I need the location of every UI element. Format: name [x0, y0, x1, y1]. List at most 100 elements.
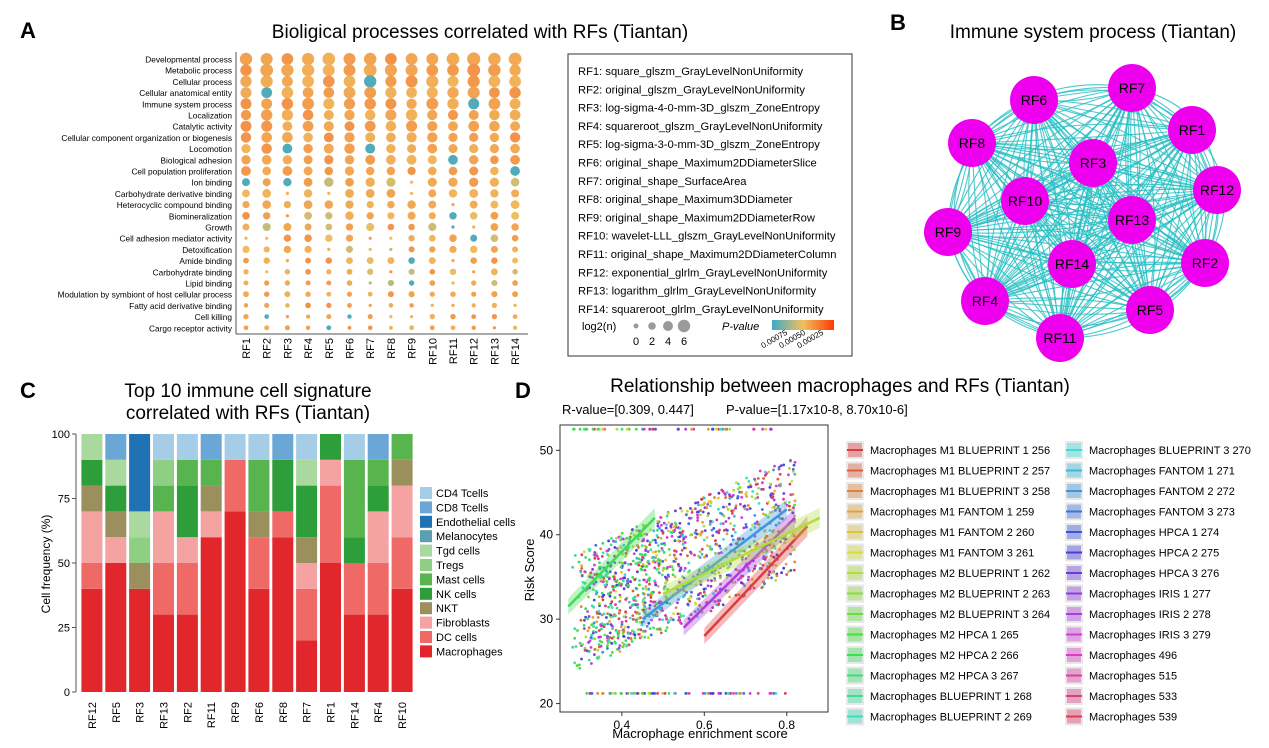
- dot-mark: [389, 270, 393, 274]
- scatter-point: [641, 629, 645, 633]
- dot-mark: [408, 268, 415, 275]
- scatter-point: [641, 600, 645, 604]
- scatter-point: [657, 567, 660, 571]
- dot-mark: [281, 98, 294, 110]
- scatter-point: [600, 574, 603, 578]
- scatter-point: [583, 618, 586, 622]
- scatter-point: [761, 481, 764, 485]
- dot-mark: [408, 291, 415, 298]
- scatter-point: [785, 573, 789, 576]
- scatter-point: [727, 692, 730, 695]
- dot-mark: [284, 291, 291, 298]
- scatter-point: [610, 642, 614, 645]
- bar-segment: [200, 485, 222, 512]
- legend-label: Macrophages FANTOM 3 273: [1089, 507, 1235, 519]
- scatter-point: [677, 598, 680, 601]
- dot-mark: [410, 180, 414, 184]
- scatter-point: [703, 692, 707, 695]
- dot-mark: [510, 177, 520, 187]
- dot-mark: [325, 257, 332, 264]
- scatter-point: [573, 636, 577, 640]
- scatter-point: [601, 580, 605, 584]
- scatter-point: [641, 598, 645, 602]
- scatter-point: [701, 594, 705, 598]
- scatter-point: [655, 554, 658, 557]
- scatter-point: [763, 540, 767, 544]
- scatter-point: [728, 497, 732, 500]
- scatter-point: [705, 506, 709, 510]
- scatter-point: [753, 567, 756, 570]
- scatter-point: [705, 536, 709, 539]
- scatter-point: [661, 548, 664, 552]
- column-label: RF8: [386, 338, 398, 359]
- scatter-point: [788, 482, 792, 486]
- scatter-point: [772, 468, 775, 472]
- x-tick-label: 0.8: [778, 718, 795, 732]
- row-label: Cellular anatomical entity: [139, 88, 233, 98]
- dot-mark: [303, 177, 313, 187]
- row-label: Fatty acid derivative binding: [129, 301, 232, 311]
- scatter-point: [628, 616, 632, 620]
- scatter-point: [586, 629, 590, 633]
- scatter-point: [636, 570, 639, 574]
- scatter-point: [636, 617, 640, 620]
- scatter-point: [753, 526, 757, 529]
- scatter-point: [663, 692, 667, 695]
- scatter-point: [747, 485, 750, 489]
- bar-segment: [343, 537, 365, 563]
- scatter-point: [671, 573, 675, 577]
- bar-segment: [200, 511, 222, 538]
- scatter-point: [615, 547, 619, 550]
- row-label: Ion binding: [191, 178, 232, 188]
- scatter-point: [648, 427, 652, 431]
- scatter-point: [717, 602, 721, 606]
- scatter-point: [647, 562, 651, 566]
- scatter-point: [635, 611, 639, 615]
- scatter-point: [648, 607, 651, 610]
- scatter-point: [756, 477, 760, 480]
- network-node: [1181, 239, 1229, 287]
- column-label: RF9: [407, 338, 419, 359]
- dot-mark: [509, 109, 521, 121]
- row-label: Metabolic process: [165, 66, 232, 76]
- dot-mark: [346, 291, 353, 297]
- dot-mark: [305, 291, 311, 297]
- scatter-point: [642, 620, 645, 624]
- scatter-point: [661, 618, 664, 622]
- dot-mark: [302, 75, 314, 88]
- dot-mark: [428, 212, 436, 220]
- scatter-point: [614, 540, 618, 544]
- scatter-point: [694, 501, 697, 505]
- scatter-point: [664, 595, 668, 599]
- bar-segment: [200, 459, 222, 486]
- scatter-point: [622, 587, 626, 591]
- dot-mark: [325, 223, 333, 231]
- scatter-point: [658, 591, 661, 594]
- scatter-point: [575, 664, 579, 668]
- scatter-point: [647, 621, 651, 625]
- scatter-point: [787, 570, 790, 574]
- dot-mark: [406, 132, 417, 143]
- scatter-point: [597, 595, 601, 599]
- scatter-point: [793, 460, 797, 464]
- y-tick-label: 75: [58, 494, 70, 506]
- bar-segment: [224, 511, 246, 692]
- scatter-point: [782, 497, 785, 501]
- scatter-point: [598, 565, 601, 569]
- scatter-point: [753, 544, 757, 548]
- scatter-point: [769, 692, 773, 695]
- scatter-point: [702, 524, 706, 528]
- scatter-point: [706, 584, 710, 588]
- dot-mark: [408, 257, 415, 264]
- scatter-point: [619, 577, 622, 581]
- scatter-point: [638, 620, 642, 624]
- network-node: [1010, 76, 1058, 124]
- dot-mark: [511, 211, 520, 220]
- dot-mark: [265, 270, 269, 274]
- dot-mark: [365, 166, 375, 176]
- bar-segment: [248, 537, 270, 589]
- scatter-point: [778, 517, 782, 520]
- scatter-point: [605, 580, 609, 583]
- dot-mark: [343, 98, 356, 110]
- scatter-point: [745, 476, 748, 480]
